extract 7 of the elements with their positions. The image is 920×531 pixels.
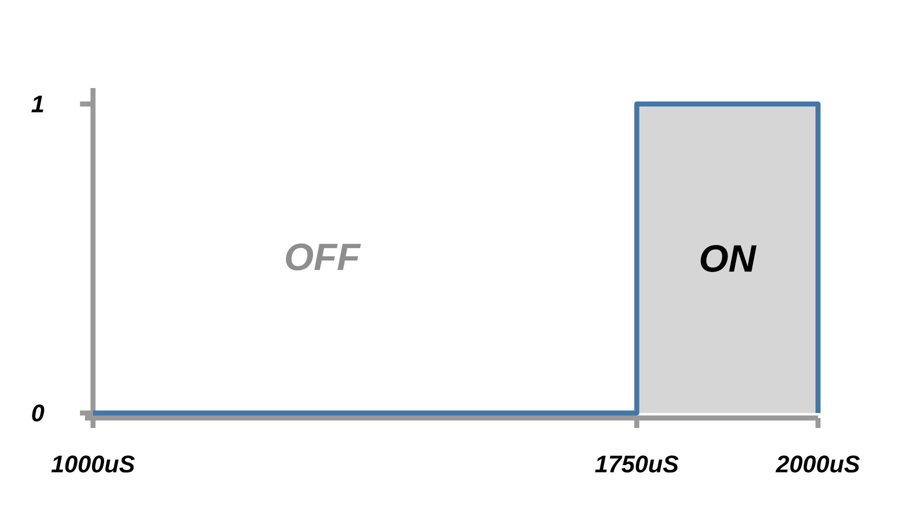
x-tick-label: 1750uS — [595, 456, 679, 473]
x-tick-label: 2000uS — [776, 456, 860, 473]
x-tick-label: 1000uS — [51, 456, 135, 473]
y-tick-label: 1 — [31, 96, 44, 112]
band-label: ON — [700, 245, 757, 272]
annotation: OFF — [286, 244, 361, 270]
y-tick-label: 0 — [32, 404, 44, 422]
